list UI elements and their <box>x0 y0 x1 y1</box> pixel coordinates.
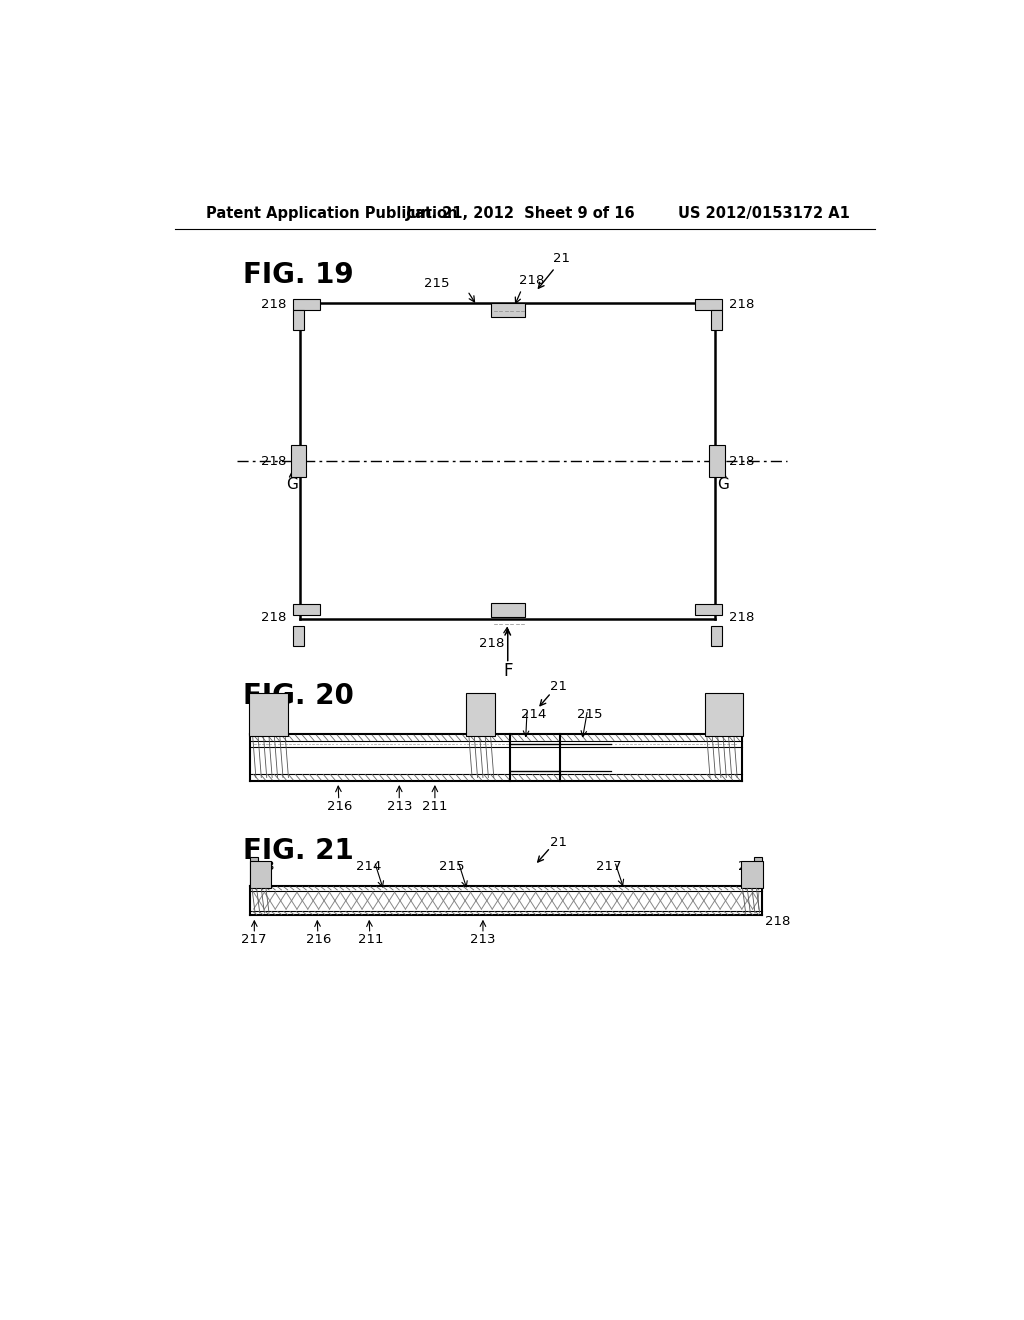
Text: 218: 218 <box>729 611 755 624</box>
Text: 21: 21 <box>553 252 569 265</box>
Text: 213: 213 <box>470 933 496 946</box>
Bar <box>695 603 722 615</box>
Bar <box>251 857 258 886</box>
Text: 218: 218 <box>738 859 764 873</box>
Bar <box>741 862 763 887</box>
Bar <box>293 300 321 310</box>
Bar <box>250 862 271 887</box>
Text: 218: 218 <box>256 708 282 721</box>
Bar <box>710 445 725 478</box>
Text: 218: 218 <box>519 273 545 286</box>
Text: 218: 218 <box>261 454 286 467</box>
Text: G: G <box>717 477 729 491</box>
Bar <box>291 445 306 478</box>
Bar <box>705 693 743 737</box>
Bar <box>695 300 722 310</box>
Bar <box>293 603 321 615</box>
Text: Jun. 21, 2012  Sheet 9 of 16: Jun. 21, 2012 Sheet 9 of 16 <box>406 206 635 222</box>
Text: 214: 214 <box>521 708 546 721</box>
Text: 211: 211 <box>357 933 383 946</box>
Text: 218: 218 <box>729 298 755 312</box>
Bar <box>712 310 722 330</box>
Text: 21: 21 <box>550 836 567 849</box>
Text: F: F <box>503 663 512 680</box>
Text: 215: 215 <box>439 859 465 873</box>
Bar <box>249 693 288 737</box>
Text: 218: 218 <box>729 454 755 467</box>
Text: 214: 214 <box>355 859 381 873</box>
Text: 218: 218 <box>478 638 504 649</box>
Text: 218: 218 <box>765 915 791 928</box>
Text: 216: 216 <box>327 800 352 813</box>
Text: 21: 21 <box>550 680 567 693</box>
Text: FIG. 21: FIG. 21 <box>243 837 353 866</box>
Bar <box>293 310 304 330</box>
Bar <box>712 626 722 645</box>
Text: 216: 216 <box>306 933 332 946</box>
Text: 218: 218 <box>261 611 286 624</box>
Text: Patent Application Publication: Patent Application Publication <box>206 206 457 222</box>
Text: FIG. 20: FIG. 20 <box>243 682 353 710</box>
Text: 213: 213 <box>387 800 413 813</box>
Text: US 2012/0153172 A1: US 2012/0153172 A1 <box>678 206 850 222</box>
Text: 215: 215 <box>578 708 603 721</box>
Bar <box>466 693 496 737</box>
Bar <box>490 304 524 317</box>
Text: 211: 211 <box>422 800 447 813</box>
Text: G: G <box>287 477 298 491</box>
Text: 215: 215 <box>424 277 450 289</box>
Text: 218: 218 <box>468 708 494 721</box>
Text: 217: 217 <box>241 933 266 946</box>
Bar <box>293 626 304 645</box>
Text: 218: 218 <box>261 298 286 312</box>
Bar <box>490 603 524 618</box>
Text: FIG. 19: FIG. 19 <box>243 261 353 289</box>
Text: 217: 217 <box>596 859 622 873</box>
Text: 218: 218 <box>711 708 736 721</box>
Text: 218: 218 <box>249 859 274 873</box>
Bar <box>755 857 762 886</box>
